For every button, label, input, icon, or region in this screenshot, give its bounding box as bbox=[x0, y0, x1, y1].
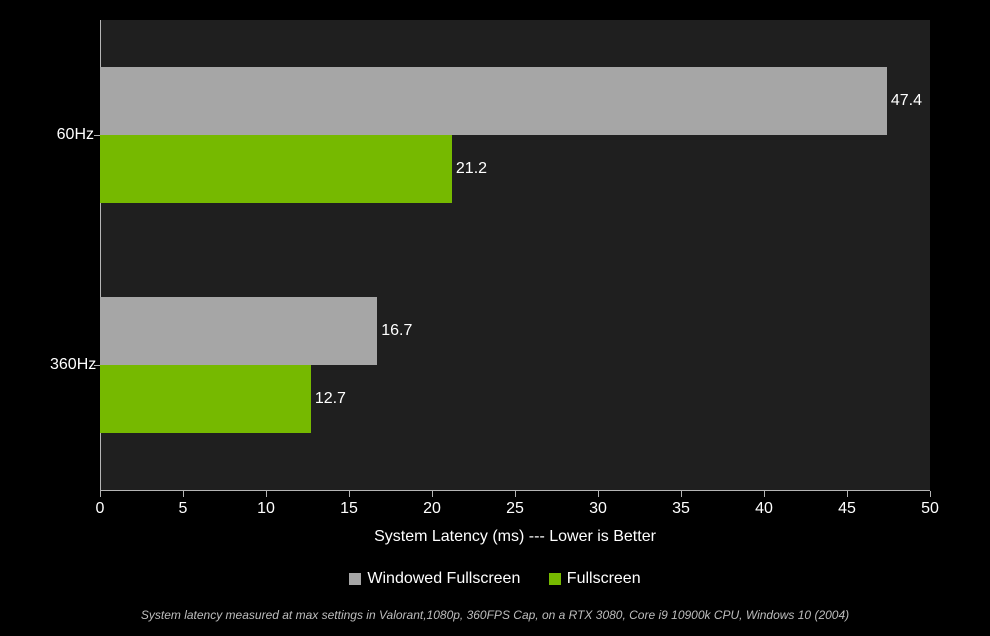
x-tick-label: 20 bbox=[423, 500, 441, 518]
x-tick-label: 30 bbox=[589, 500, 607, 518]
x-tick bbox=[266, 491, 267, 497]
x-tick bbox=[100, 491, 101, 497]
x-tick-label: 5 bbox=[179, 500, 188, 518]
x-tick-label: 35 bbox=[672, 500, 690, 518]
legend-item-windowed: Windowed Fullscreen bbox=[349, 570, 520, 588]
caption: System latency measured at max settings … bbox=[0, 608, 990, 622]
x-tick bbox=[598, 491, 599, 497]
x-tick-label: 25 bbox=[506, 500, 524, 518]
x-tick-label: 50 bbox=[921, 500, 939, 518]
legend-item-fullscreen: Fullscreen bbox=[549, 570, 641, 588]
x-tick bbox=[930, 491, 931, 497]
x-tick bbox=[515, 491, 516, 497]
bar-value-label: 12.7 bbox=[311, 390, 346, 408]
x-tick bbox=[764, 491, 765, 497]
x-axis-title: System Latency (ms) --- Lower is Better bbox=[100, 528, 930, 546]
bar: 21.2 bbox=[100, 135, 452, 203]
x-tick-label: 0 bbox=[96, 500, 105, 518]
x-tick bbox=[847, 491, 848, 497]
x-tick-label: 45 bbox=[838, 500, 856, 518]
x-tick-label: 15 bbox=[340, 500, 358, 518]
legend-swatch bbox=[549, 573, 561, 585]
x-tick bbox=[432, 491, 433, 497]
bar-value-label: 16.7 bbox=[377, 322, 412, 340]
legend-label: Fullscreen bbox=[567, 570, 641, 588]
legend-label: Windowed Fullscreen bbox=[367, 570, 520, 588]
bar-value-label: 21.2 bbox=[452, 160, 487, 178]
bar: 47.4 bbox=[100, 67, 887, 135]
x-tick bbox=[681, 491, 682, 497]
bar: 16.7 bbox=[100, 297, 377, 365]
x-tick bbox=[349, 491, 350, 497]
latency-chart: 0510152025303540455060Hz360Hz 47.421.216… bbox=[60, 20, 930, 560]
x-tick bbox=[183, 491, 184, 497]
legend: Windowed Fullscreen Fullscreen bbox=[60, 570, 930, 590]
y-tick-label: 60Hz bbox=[50, 126, 94, 144]
legend-swatch bbox=[349, 573, 361, 585]
bar-value-label: 47.4 bbox=[887, 92, 922, 110]
y-tick-label: 360Hz bbox=[50, 356, 94, 374]
x-tick-label: 40 bbox=[755, 500, 773, 518]
bar: 12.7 bbox=[100, 365, 311, 433]
x-tick-label: 10 bbox=[257, 500, 275, 518]
